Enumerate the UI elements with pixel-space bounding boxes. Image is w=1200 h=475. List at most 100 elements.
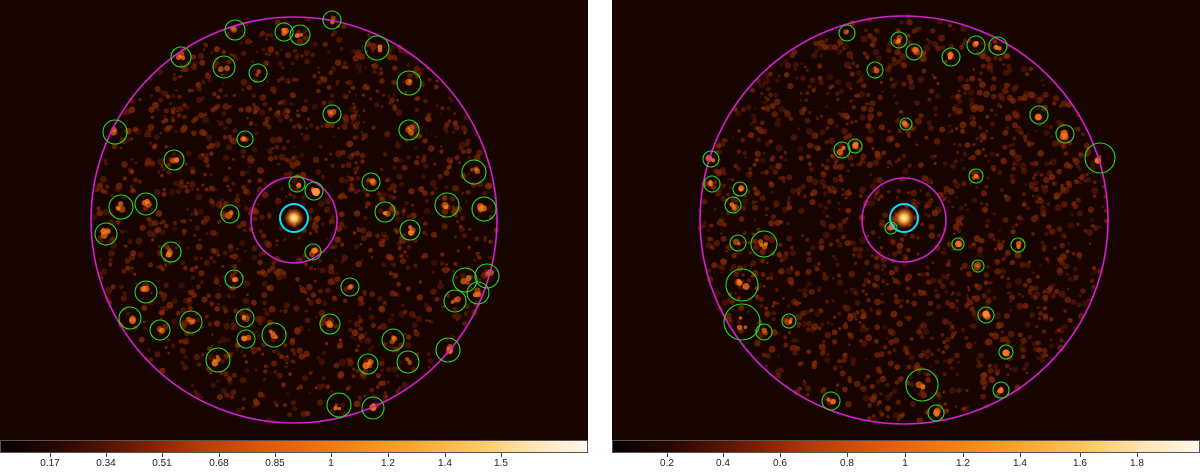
excluded-source-circle-right bbox=[890, 31, 908, 49]
excluded-source-circle-left bbox=[102, 119, 128, 145]
colorbar-tick-mark bbox=[780, 453, 781, 457]
excluded-source-circle-left bbox=[361, 172, 381, 192]
excluded-source-circle-left bbox=[434, 192, 460, 218]
bright-spot-right bbox=[982, 310, 990, 318]
colorbar-tick-label: 0.51 bbox=[152, 458, 172, 469]
excluded-source-circle-left bbox=[374, 201, 396, 223]
excluded-source-circle-left bbox=[357, 353, 379, 375]
excluded-source-circle-left bbox=[118, 306, 142, 330]
background-noise-left bbox=[90, 16, 500, 425]
colorbar-tick-mark bbox=[445, 453, 446, 457]
excluded-source-circle-right bbox=[1010, 237, 1026, 253]
colorbar-tick-mark bbox=[50, 453, 51, 457]
excluded-source-circle-right bbox=[988, 36, 1008, 56]
excluded-source-circle-right bbox=[755, 323, 773, 341]
excluded-source-circle-left bbox=[452, 267, 478, 293]
colorbar-gradient-right bbox=[612, 440, 1200, 453]
colorbar-tick-mark bbox=[1137, 453, 1138, 457]
colorbar-tick-mark bbox=[1080, 453, 1081, 457]
colorbar-tick-label: 0.6 bbox=[773, 458, 787, 469]
colorbar-tick-label: 1.2 bbox=[381, 458, 395, 469]
excluded-source-circle-right bbox=[1029, 105, 1049, 125]
excluded-source-circle-right bbox=[821, 391, 841, 411]
colorbar-tick-label: 0.85 bbox=[265, 458, 285, 469]
colorbar-tick-mark bbox=[905, 453, 906, 457]
excluded-source-circle-left bbox=[396, 70, 422, 96]
excluded-source-circle-left bbox=[474, 263, 500, 289]
excluded-source-circle-right bbox=[729, 234, 747, 252]
colorbar-tick-mark bbox=[106, 453, 107, 457]
colorbar-tick-label: 0.68 bbox=[209, 458, 229, 469]
excluded-source-circle-left bbox=[224, 269, 244, 289]
colorbar-tick-label: 1.2 bbox=[956, 458, 970, 469]
colorbar-tick-label: 1.5 bbox=[494, 458, 508, 469]
excluded-source-circle-right bbox=[833, 141, 851, 159]
source-dots-right bbox=[705, 29, 1102, 417]
excluded-source-circle-right bbox=[703, 175, 721, 193]
excluded-source-circle-right bbox=[941, 47, 961, 67]
xray-image-left bbox=[90, 10, 500, 425]
excluded-source-circle-left bbox=[94, 222, 118, 246]
excluded-source-circle-right bbox=[905, 43, 923, 61]
excluded-source-circle-left bbox=[466, 281, 490, 305]
outer-extraction-circle-right bbox=[699, 15, 1109, 425]
target-glow-left bbox=[284, 208, 304, 228]
excluded-source-circle-right bbox=[977, 306, 995, 324]
excluded-source-circle-left bbox=[108, 194, 134, 220]
colorbar-tick-label: 1.4 bbox=[1013, 458, 1027, 469]
colorbar-tick-label: 1 bbox=[902, 458, 908, 469]
excluded-source-circle-left bbox=[289, 24, 311, 46]
excluded-source-circle-right bbox=[781, 313, 797, 329]
inner-extraction-circle-right bbox=[861, 177, 947, 263]
colorbar-tick-label: 1 bbox=[328, 458, 334, 469]
excluded-source-circle-right bbox=[724, 196, 742, 214]
colorbar-tick-mark bbox=[388, 453, 389, 457]
excluded-source-circle-left bbox=[326, 392, 352, 418]
excluded-source-circle-left bbox=[304, 243, 322, 261]
excluded-source-circle-left bbox=[220, 204, 240, 224]
excluded-source-circle-left bbox=[304, 181, 324, 201]
colorbar-tick-mark bbox=[963, 453, 964, 457]
target-glow-right bbox=[893, 207, 915, 229]
colorbar-tick-mark bbox=[1020, 453, 1021, 457]
excluded-source-circle-left bbox=[364, 35, 390, 61]
excluded-source-circle-left bbox=[261, 322, 287, 348]
colorbar-tick-mark bbox=[667, 453, 668, 457]
colorbar-tick-label: 0.4 bbox=[716, 458, 730, 469]
excluded-source-circle-left bbox=[236, 130, 254, 148]
excluded-source-circle-left bbox=[398, 119, 420, 141]
colorbar-tick-mark bbox=[331, 453, 332, 457]
excluded-source-circle-left bbox=[274, 22, 294, 42]
excluded-source-circle-left bbox=[443, 289, 467, 313]
excluded-source-circle-right bbox=[1084, 142, 1116, 174]
colorbar-tick-mark bbox=[162, 453, 163, 457]
image-panel-right bbox=[612, 0, 1200, 440]
excluded-source-circle-left bbox=[361, 396, 385, 420]
colorbar-tick-label: 0.17 bbox=[40, 458, 60, 469]
excluded-source-circle-right bbox=[847, 138, 863, 154]
excluded-sources-left bbox=[94, 10, 500, 420]
excluded-source-circle-left bbox=[288, 175, 306, 193]
image-panel-left bbox=[0, 0, 588, 440]
excluded-source-circle-right bbox=[968, 168, 984, 184]
excluded-source-circle-left bbox=[163, 149, 185, 171]
excluded-source-circle-left bbox=[322, 104, 342, 124]
source-dots-left bbox=[100, 15, 494, 412]
excluded-source-circle-right bbox=[927, 404, 945, 422]
excluded-source-circle-right bbox=[971, 259, 985, 273]
excluded-source-circle-right bbox=[899, 117, 913, 131]
excluded-source-circle-left bbox=[224, 19, 246, 41]
excluded-source-circle-left bbox=[471, 196, 497, 222]
excluded-source-circle-right bbox=[838, 24, 856, 42]
excluded-source-circle-right bbox=[951, 237, 965, 251]
excluded-source-circle-left bbox=[435, 337, 461, 363]
colorbar-tick-mark bbox=[847, 453, 848, 457]
target-circle-left bbox=[279, 203, 309, 233]
colorbar-tick-label: 0.2 bbox=[660, 458, 674, 469]
excluded-source-circle-left bbox=[205, 347, 231, 373]
excluded-source-circle-right bbox=[702, 150, 720, 168]
excluded-source-circle-left bbox=[160, 241, 182, 263]
excluded-source-circle-left bbox=[340, 277, 360, 297]
excluded-source-circle-right bbox=[732, 181, 748, 197]
excluded-source-circle-left bbox=[381, 328, 405, 352]
